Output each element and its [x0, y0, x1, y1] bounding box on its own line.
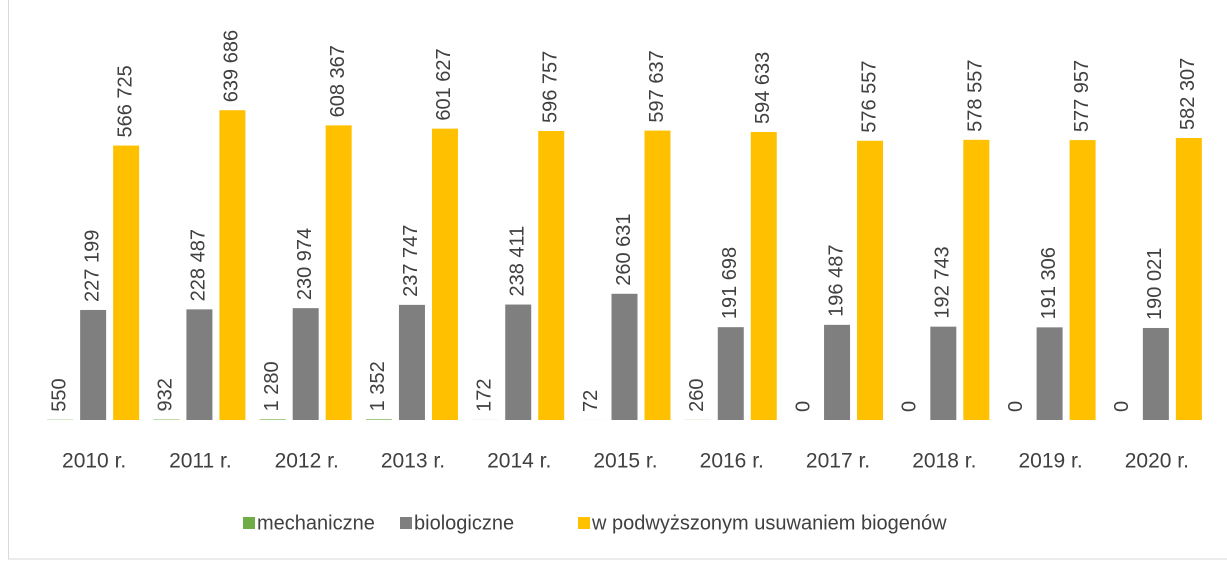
value-label: 577 957 [1071, 60, 1093, 132]
bar [963, 139, 990, 420]
x-tick-label: 2012 r. [275, 450, 339, 473]
value-label: 582 307 [1177, 58, 1199, 130]
x-tick-label: 2013 r. [381, 450, 445, 473]
bar [611, 293, 638, 420]
bar [1142, 327, 1169, 420]
value-label: 237 747 [400, 225, 422, 297]
value-label: 550 [48, 378, 70, 411]
value-label: 191 698 [719, 247, 741, 319]
bar [80, 309, 107, 420]
bar [219, 110, 246, 421]
value-label: 190 021 [1144, 248, 1166, 320]
value-label: 238 411 [507, 226, 529, 297]
legend-label: mechaniczne [257, 512, 375, 534]
value-label: 0 [1005, 401, 1027, 412]
value-label: 0 [899, 401, 921, 412]
value-label: 601 627 [433, 48, 455, 120]
value-label: 1 352 [367, 361, 389, 411]
value-label: 72 [580, 390, 602, 412]
value-label: 0 [1111, 401, 1133, 412]
value-label: 227 199 [81, 230, 103, 302]
legend-swatch [400, 517, 412, 529]
bar [717, 327, 744, 420]
legend-label: w podwyższonym usuwaniem biogenów [591, 512, 947, 534]
value-label: 596 757 [540, 51, 562, 123]
x-tick-label: 2019 r. [1018, 450, 1082, 473]
value-label: 932 [155, 378, 177, 411]
value-label: 230 974 [294, 228, 316, 300]
bar [259, 419, 286, 420]
value-label: 192 743 [932, 246, 954, 318]
x-tick-label: 2020 r. [1125, 450, 1189, 473]
value-label: 191 306 [1038, 247, 1060, 319]
value-label: 597 637 [646, 50, 668, 122]
bar [857, 140, 884, 420]
x-tick-label: 2014 r. [487, 450, 551, 473]
value-label: 172 [474, 379, 496, 412]
value-label: 639 686 [221, 30, 243, 102]
x-tick-label: 2018 r. [912, 450, 976, 473]
bar [186, 309, 213, 420]
bar [505, 304, 532, 420]
bar [113, 145, 140, 420]
bar [538, 130, 565, 420]
bar [750, 132, 777, 421]
value-label: 228 487 [188, 229, 210, 301]
legend-label: biologiczne [414, 512, 514, 534]
x-tick-label: 2015 r. [593, 450, 657, 473]
legend-swatch [578, 517, 590, 529]
bar [325, 125, 352, 420]
value-label: 1 280 [261, 361, 283, 411]
bar [1175, 137, 1202, 420]
bar [292, 308, 319, 420]
bar [431, 128, 458, 421]
x-tick-label: 2017 r. [806, 450, 870, 473]
value-label: 594 633 [752, 52, 774, 124]
bar [398, 304, 425, 420]
x-tick-label: 2011 r. [169, 450, 232, 473]
bar [824, 324, 851, 420]
bar [1036, 327, 1063, 420]
bar [930, 326, 957, 420]
chart-frame [8, 0, 1227, 560]
x-tick-label: 2016 r. [700, 450, 764, 473]
legend-swatch [243, 517, 255, 529]
bar [365, 419, 392, 420]
value-label: 578 557 [965, 60, 987, 132]
value-label: 566 725 [114, 65, 136, 137]
value-label: 260 631 [613, 213, 635, 285]
value-label: 608 367 [327, 45, 349, 117]
bar [1069, 140, 1096, 420]
value-label: 260 [686, 378, 708, 411]
bar [644, 130, 671, 420]
x-tick-label: 2010 r. [62, 450, 126, 473]
value-label: 576 557 [858, 60, 880, 132]
value-label: 0 [792, 401, 814, 412]
value-label: 196 487 [825, 245, 847, 317]
